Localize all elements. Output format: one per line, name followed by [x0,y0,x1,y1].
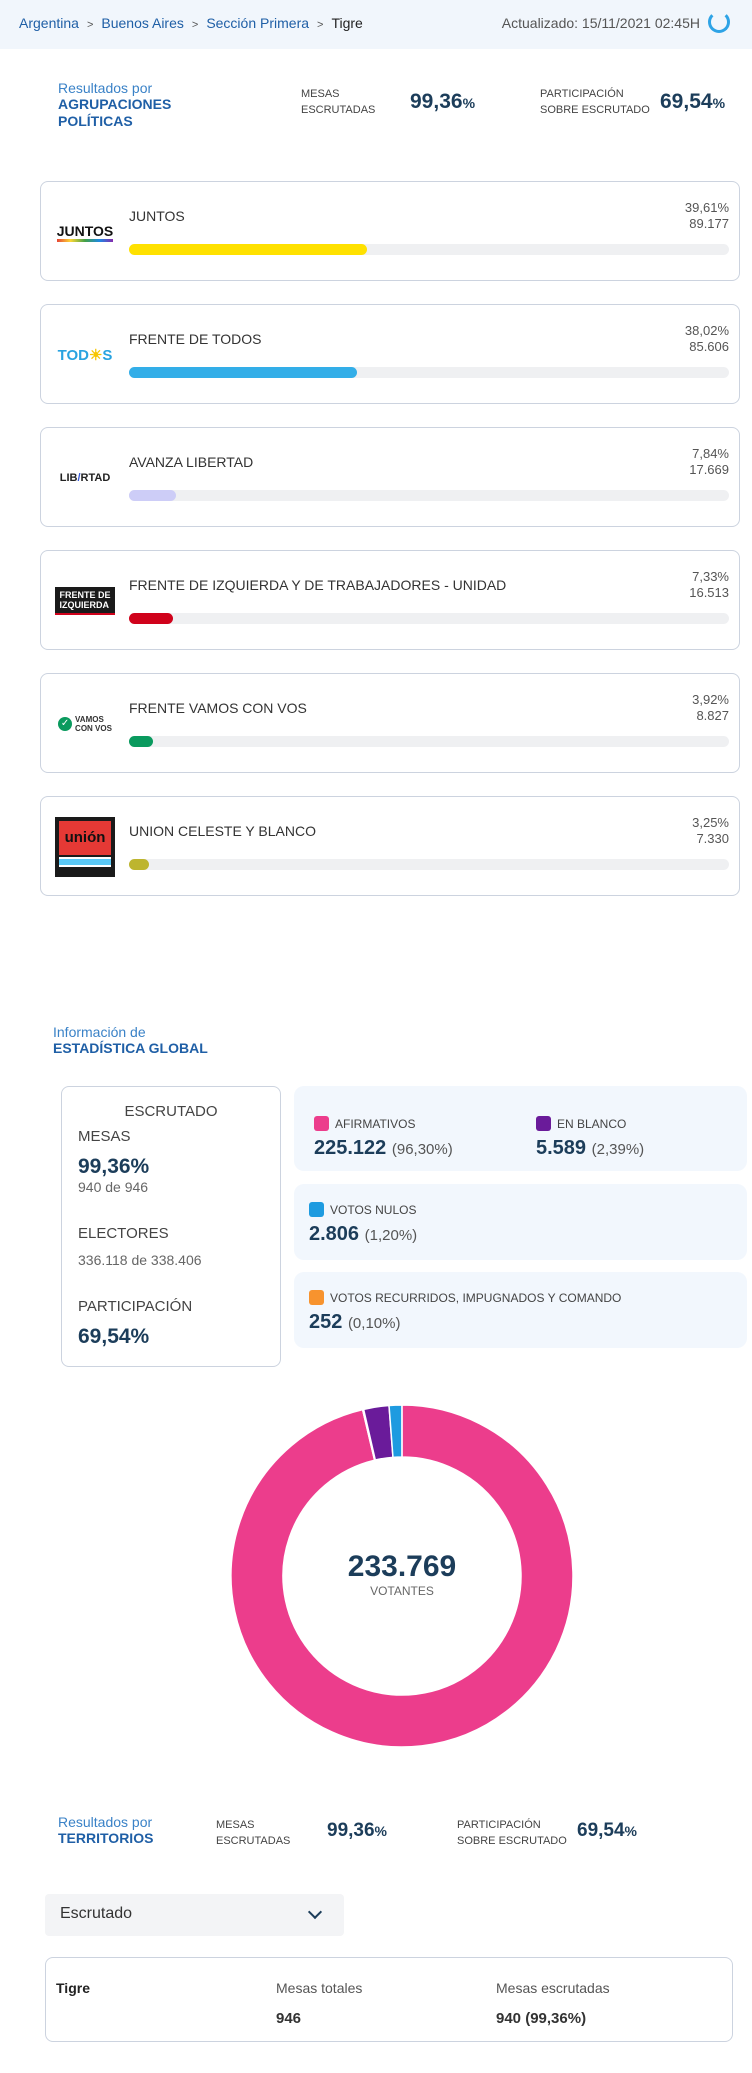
stat-recurridos: VOTOS RECURRIDOS, IMPUGNADOS Y COMANDO 25… [309,1290,622,1333]
party-name: AVANZA LIBERTAD [129,454,254,470]
territories-section-title: Resultados por TERRITORIOS [58,1814,154,1846]
party-name: FRENTE VAMOS CON VOS [129,700,307,716]
mesas-label: MESAS ESCRUTADAS [301,88,376,116]
territory-table: Tigre Mesas totales 946 Mesas escrutadas… [45,1957,733,2042]
breadcrumb-seccion-primera[interactable]: Sección Primera [206,15,310,31]
party-logo: FRENTE DE IZQUIERDA [53,581,117,621]
party-logo: unión [53,817,117,877]
territories-mesas-label: MESAS ESCRUTADAS [216,1819,291,1847]
party-name: UNION CELESTE Y BLANCO [129,823,316,839]
party-logo: JUNTOS [53,212,117,252]
party-progress-fill [129,736,153,747]
party-progress-bar [129,736,729,747]
votes-donut-chart [230,1404,574,1748]
party-card[interactable]: ✓ VAMOS CON VOS FRENTE VAMOS CON VOS 3,92%… [40,673,740,773]
party-result: 7,33% 16.513 [689,569,729,600]
party-progress-bar [129,244,729,255]
stat-box-afirmativos-blanco: AFIRMATIVOS 225.122 (96,30%) EN BLANCO 5.5… [294,1086,747,1171]
party-logo: LIB/RTAD [59,472,111,484]
updated-timestamp: Actualizado: 15/11/2021 02:45H [501,15,700,31]
parties-section-title: Resultados por AGRUPACIONES POLÍTICAS [58,80,172,129]
party-progress-fill [129,367,358,378]
party-progress-bar [129,613,729,624]
party-progress-fill [129,613,173,624]
party-name: FRENTE DE IZQUIERDA Y DE TRABAJADORES - … [129,577,507,593]
participacion-value: 69,54% [660,90,726,113]
party-name: JUNTOS [129,208,185,224]
party-logo: ✓ VAMOS CON VOS [53,704,117,744]
stat-afirmativos: AFIRMATIVOS 225.122 (96,30%) [314,1116,453,1159]
donut-slice-afirmativos [230,1404,574,1748]
party-result: 3,25% 7.330 [692,815,729,846]
party-card[interactable]: LIB/RTAD AVANZA LIBERTAD 7,84% 17.669 [40,427,740,527]
territories-mesas-value: 99,36% [327,1820,387,1841]
party-result: 39,61% 89.177 [684,200,729,231]
escrutado-panel: ESCRUTADO MESAS 99,36% 940 de 946 ELECTO… [61,1086,281,1367]
territory-name: Tigre [56,1980,90,1996]
escrutado-dropdown[interactable]: Escrutado [45,1894,344,1936]
stat-box-recurridos: VOTOS RECURRIDOS, IMPUGNADOS Y COMANDO 25… [294,1272,747,1348]
stat-nulos: VOTOS NULOS 2.806 (1,20%) [309,1202,418,1245]
breadcrumb: Argentina > Buenos Aires > Sección Primera > T… [19,15,363,31]
party-progress-fill [129,244,367,255]
stats-section-title: Información de ESTADÍSTICA GLOBAL [53,1024,208,1056]
party-card[interactable]: TOD☀S FRENTE DE TODOS 38,02% 85.606 [40,304,740,404]
participacion-label: PARTICIPACIÓN SOBRE ESCRUTADO [540,88,650,116]
party-logo: TOD☀S [57,347,113,364]
party-name: FRENTE DE TODOS [129,331,262,347]
territories-participacion-label: PARTICIPACIÓN SOBRE ESCRUTADO [457,1819,567,1847]
afirmativos-swatch [314,1116,329,1131]
donut-total: 233.769 [347,1550,457,1583]
top-bar [0,0,752,49]
party-card[interactable]: unión UNION CELESTE Y BLANCO 3,25% 7.330 [40,796,740,896]
stat-box-nulos: VOTOS NULOS 2.806 (1,20%) [294,1184,747,1260]
mesas-value: 99,36% [410,90,476,113]
en-blanco-swatch [536,1116,551,1131]
recurridos-swatch [309,1290,324,1305]
donut-label: VOTANTES [370,1584,434,1598]
party-progress-fill [129,490,177,501]
party-result: 3,92% 8.827 [692,692,729,723]
party-progress-fill [129,859,149,870]
chevron-down-icon [307,1904,323,1920]
territories-participacion-value: 69,54% [577,1820,637,1841]
escrutado-participacion-value: 69,54% [78,1325,150,1348]
party-card[interactable]: JUNTOS JUNTOS 39,61% 89.177 [40,181,740,281]
refresh-icon[interactable] [708,11,730,33]
escrutado-mesas-value: 99,36% [78,1155,150,1178]
party-card[interactable]: FRENTE DE IZQUIERDA FRENTE DE IZQUIERDA Y… [40,550,740,650]
party-progress-bar [129,859,729,870]
breadcrumb-argentina[interactable]: Argentina [19,15,79,31]
breadcrumb-current: Tigre [331,15,363,31]
nulos-swatch [309,1202,324,1217]
party-result: 38,02% 85.606 [684,323,729,354]
party-progress-bar [129,367,729,378]
breadcrumb-buenos-aires[interactable]: Buenos Aires [101,15,184,31]
stat-en-blanco: EN BLANCO 5.589 (2,39%) [536,1116,645,1159]
party-progress-bar [129,490,729,501]
donut-slice-votos-nulos [388,1404,403,1459]
mesas-escrutadas-value: 940 (99,36%) [496,2010,587,2027]
party-result: 7,84% 17.669 [689,446,729,477]
donut-center: 233.769 VOTANTES [302,1550,502,1598]
mesas-totales-value: 946 [276,2010,302,2027]
